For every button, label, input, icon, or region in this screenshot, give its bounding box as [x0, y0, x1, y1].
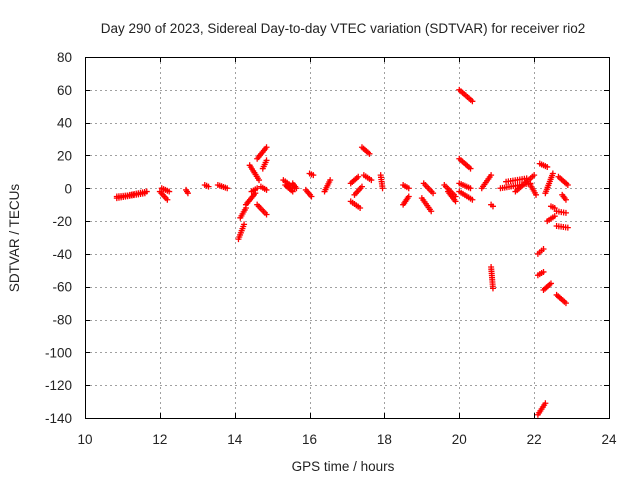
data-point: [355, 173, 362, 180]
data-point: [564, 224, 571, 231]
data-point: [469, 98, 476, 105]
data-point: [241, 221, 248, 228]
data-point: [263, 186, 270, 193]
data-point: [308, 193, 315, 200]
y-tick-label: 20: [57, 148, 72, 163]
y-tick-label: -120: [45, 378, 72, 393]
data-point: [542, 400, 549, 407]
data-point: [531, 172, 538, 179]
data-point: [469, 196, 476, 203]
y-tick-label: 0: [64, 181, 72, 196]
data-point: [564, 181, 571, 188]
x-tick-label: 12: [152, 432, 167, 447]
data-point: [254, 185, 261, 192]
data-point: [430, 190, 437, 197]
data-point: [540, 245, 547, 252]
data-point: [428, 208, 435, 215]
data-point: [467, 185, 474, 192]
data-point: [256, 177, 263, 184]
data-point: [184, 190, 191, 197]
y-tick-label: -20: [52, 214, 72, 229]
data-point: [263, 157, 270, 164]
y-tick-label: 80: [57, 50, 72, 65]
data-point: [549, 170, 556, 177]
data-point: [547, 280, 554, 287]
data-point: [488, 172, 495, 179]
y-tick-label: 40: [57, 116, 72, 131]
data-point: [205, 183, 212, 190]
data-point: [357, 204, 364, 211]
data-point: [379, 185, 386, 192]
y-axis-ticks: 80 60 40 20 0 -20 -40 -60 -80 -100 -120 -140: [45, 50, 609, 426]
data-point: [368, 177, 375, 184]
x-tick-label: 24: [601, 432, 617, 447]
data-point: [551, 213, 558, 220]
x-tick-label: 18: [377, 432, 392, 447]
y-tick-label: 60: [57, 83, 72, 98]
x-tick-label: 22: [527, 432, 542, 447]
y-axis-label: SDTVAR / TECUs: [7, 184, 22, 293]
data-point: [293, 185, 300, 192]
x-tick-label: 14: [227, 432, 243, 447]
data-point: [224, 185, 231, 192]
data-point: [164, 196, 171, 203]
x-tick-label: 10: [77, 432, 92, 447]
data-point: [467, 165, 474, 172]
data-point: [289, 188, 296, 195]
data-point: [551, 204, 558, 211]
data-point: [544, 163, 551, 170]
data-point: [263, 144, 270, 151]
plot-frame: [85, 57, 610, 419]
data-marks: [113, 86, 571, 418]
x-tick-label: 20: [452, 432, 467, 447]
data-point: [540, 268, 547, 275]
data-point: [310, 172, 317, 179]
data-point: [263, 211, 270, 218]
data-point: [562, 300, 569, 307]
data-point: [327, 177, 334, 184]
data-point: [405, 193, 412, 200]
y-tick-label: -60: [52, 280, 72, 295]
y-tick-label: -100: [45, 345, 72, 360]
y-tick-label: -80: [52, 313, 72, 328]
y-tick-label: -40: [52, 247, 72, 262]
x-axis-label: GPS time / hours: [292, 459, 395, 474]
data-point: [143, 188, 150, 195]
data-point: [366, 150, 373, 157]
data-point: [489, 285, 496, 292]
data-point: [562, 209, 569, 216]
data-point: [405, 185, 412, 192]
data-point: [533, 191, 540, 198]
y-tick-label: -140: [45, 411, 72, 426]
data-point: [166, 188, 173, 195]
x-axis-ticks: 10 12 14 16 18 20 22 24: [77, 57, 617, 447]
data-point: [452, 198, 459, 205]
data-point: [562, 196, 569, 203]
data-point: [489, 203, 496, 210]
x-tick-label: 16: [302, 432, 317, 447]
data-point: [358, 183, 365, 190]
grid-lines: [85, 57, 609, 418]
chart-title: Day 290 of 2023, Sidereal Day-to-day VTE…: [101, 21, 585, 36]
